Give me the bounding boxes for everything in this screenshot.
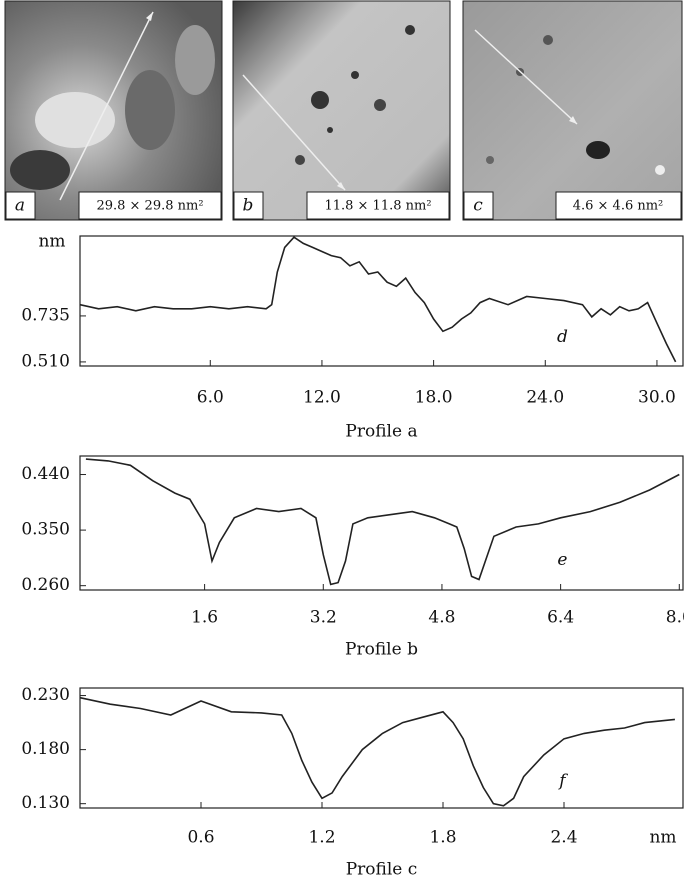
x-tick-label: 1.2: [308, 828, 335, 848]
panel-annotation: f: [557, 771, 568, 791]
y-tick-label: 0.350: [21, 520, 70, 540]
image-panel: c 4.6 × 4.6 nm²: [462, 0, 683, 221]
panel-annotation: d: [557, 327, 568, 347]
profile-line: [79, 236, 677, 363]
x-tick-label: 18.0: [415, 388, 453, 408]
image-label: b: [243, 196, 254, 216]
y-tick-label: 0.440: [21, 464, 70, 484]
x-tick-label: 6.0: [197, 388, 224, 408]
x-axis-label: Profile b: [345, 640, 418, 660]
plot-frame: [79, 455, 684, 591]
x-tick-label: 4.8: [428, 608, 455, 628]
y-tick-label: 0.230: [21, 685, 70, 705]
image-scale: 4.6 × 4.6 nm²: [573, 199, 664, 214]
x-tick-label: 1.6: [191, 608, 218, 628]
x-axis-label: Profile c: [346, 860, 418, 880]
y-tick-label: 0.180: [21, 739, 70, 759]
x-tick-label: 6.4: [547, 608, 574, 628]
y-tick-label: 0.735: [21, 305, 70, 325]
image-panel: b 11.8 × 11.8 nm²: [232, 0, 451, 221]
x-axis-label: Profile a: [345, 422, 417, 442]
image-label: c: [473, 196, 483, 216]
y-unit: nm: [38, 232, 65, 252]
image-scale: 29.8 × 29.8 nm²: [96, 199, 203, 214]
panel-annotation: e: [557, 550, 567, 570]
x-tick-label: 24.0: [526, 388, 564, 408]
y-tick-label: 0.130: [21, 793, 70, 813]
x-tick-label: 0.6: [187, 828, 214, 848]
x-unit: nm: [649, 828, 676, 848]
y-tick-label: 0.510: [21, 351, 70, 371]
image-label: a: [15, 196, 25, 216]
y-tick-label: 0.260: [21, 575, 70, 595]
x-tick-label: 8.0: [666, 608, 684, 628]
plot-frame: [79, 687, 684, 809]
image-scale: 11.8 × 11.8 nm²: [324, 199, 431, 214]
profile-line: [85, 458, 680, 586]
x-tick-label: 1.8: [429, 828, 456, 848]
plot-frame: [79, 235, 684, 367]
x-tick-label: 30.0: [638, 388, 676, 408]
x-tick-label: 3.2: [310, 608, 337, 628]
image-panel: a 29.8 × 29.8 nm²: [4, 0, 223, 221]
x-tick-label: 12.0: [303, 388, 341, 408]
profile-line: [79, 696, 675, 807]
x-tick-label: 2.4: [550, 828, 577, 848]
